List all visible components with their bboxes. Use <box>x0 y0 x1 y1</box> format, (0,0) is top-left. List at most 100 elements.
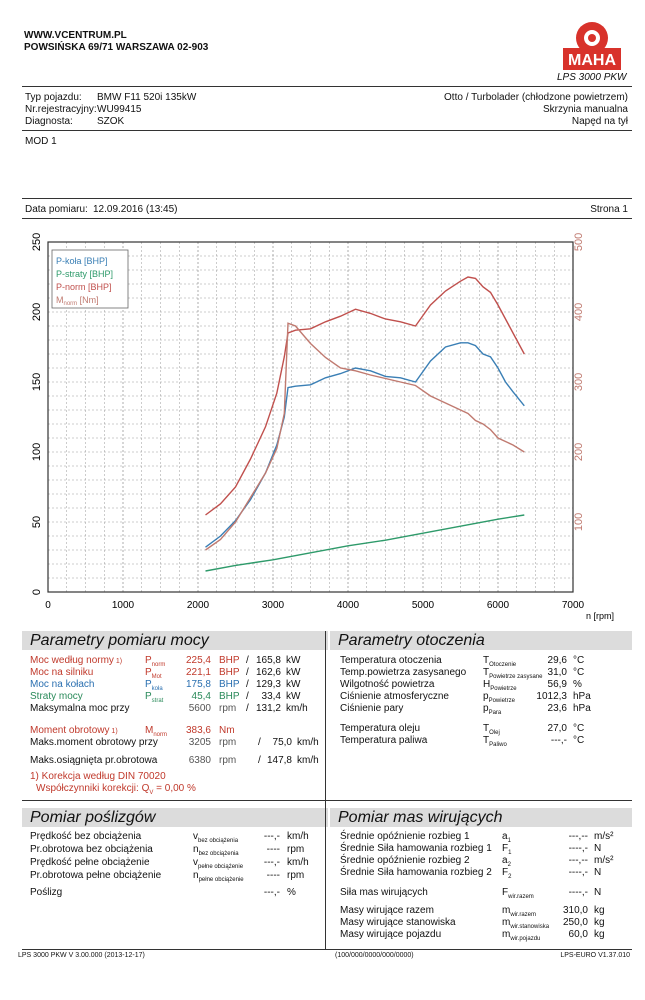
footer-left: LPS 3000 PKW V 3.00.000 (2013-12-17) <box>18 952 145 959</box>
symbol: Pkoła <box>145 679 163 692</box>
y-right-tick-label: 500 <box>573 233 585 251</box>
env-value: 29,6 <box>547 655 567 666</box>
env-unit: °C <box>573 735 585 746</box>
env-label: Wilgotność powietrza <box>340 679 435 690</box>
chart-ticks: 0 1000 2000 3000 4000 5000 6000 7000 0 50 100 150 20… <box>31 233 585 611</box>
symbol: a1 <box>502 831 511 844</box>
symbol: npełne obciążenie <box>193 870 244 883</box>
env-unit: °C <box>573 723 585 734</box>
env-value: 1012,3 <box>536 691 567 702</box>
mass-unit: N <box>594 843 602 854</box>
x-tick-label: 1000 <box>112 600 135 611</box>
slip-unit: km/h <box>287 857 309 868</box>
mass-value: 310,0 <box>562 905 588 916</box>
vehicle-type-value: BMW F11 520i 135kW <box>97 92 197 103</box>
footer-center: (100/000/0000/000/0000) <box>335 952 414 959</box>
dyno-model: LPS 3000 PKW <box>557 72 627 83</box>
param-value: 175,8 <box>185 679 211 690</box>
legend-m-norm: Mnorm [Nm] <box>56 295 99 307</box>
mass-value: 250,0 <box>562 917 588 928</box>
dyno-chart: 0 1000 2000 3000 4000 5000 6000 7000 0 50 100 150 20… <box>31 233 614 621</box>
x-tick-label: 0 <box>45 600 51 611</box>
x-tick-label: 5000 <box>412 600 435 611</box>
param-unit: Nm <box>219 725 235 736</box>
param-value: 225,4 <box>185 655 211 666</box>
param-value: 221,1 <box>185 667 211 678</box>
slip-value: ---,- <box>263 887 280 898</box>
symbol: PMot <box>145 667 162 680</box>
param-sep: / <box>246 691 249 702</box>
param-value: 3205 <box>188 737 211 748</box>
mass-label: Średnie opóźnienie rozbieg 1 <box>340 831 470 842</box>
param-value2: 75,0 <box>272 737 292 748</box>
symbol: mwir.pojazdu <box>502 929 541 942</box>
param-label: Moc na silniku <box>30 667 94 678</box>
correction-factor: Współczynniki korekcji: QV = 0,00 % <box>36 783 196 796</box>
y-left-tick-label: 0 <box>31 589 43 595</box>
vehicle-type-label: Typ pojazdu: <box>25 92 82 103</box>
param-unit: BHP <box>219 655 240 666</box>
legend-p-kola: P-koła [BHP] <box>56 256 108 266</box>
param-unit: BHP <box>219 679 240 690</box>
symbol: Fwir.razem <box>502 887 534 900</box>
symbol: TOtoczenie <box>483 655 517 668</box>
y-left-tick-label: 100 <box>31 443 43 461</box>
param-value: 6380 <box>188 755 211 766</box>
env-unit: hPa <box>573 703 591 714</box>
symbol: Pnorm <box>145 655 166 668</box>
slip-unit: rpm <box>287 870 305 881</box>
slip-value: ---- <box>266 844 280 855</box>
mass-label: Masy wirujące razem <box>340 905 434 916</box>
vehicle-reg-value: WU99415 <box>97 104 142 115</box>
y-left-tick-label: 200 <box>31 303 43 321</box>
mass-label: Masy wirujące stanowiska <box>340 917 456 928</box>
series-line-p-koła <box>205 342 525 548</box>
mass-section-title: Pomiar mas wirujących <box>330 808 632 827</box>
series-line-m <box>205 322 525 551</box>
symbol: pPara <box>483 703 502 716</box>
mass-label: Średnie Siła hamowania rozbieg 2 <box>340 867 492 878</box>
env-unit: hPa <box>573 691 591 702</box>
param-value2: 165,8 <box>255 655 281 666</box>
y-right-tick-label: 400 <box>573 303 585 321</box>
x-tick-label: 6000 <box>487 600 510 611</box>
param-unit2: kW <box>286 679 301 690</box>
symbol: TPaliwo <box>483 735 507 748</box>
param-label: Maks.moment obrotowy przy <box>30 737 158 748</box>
slip-label: Poślizg <box>30 887 63 898</box>
mass-unit: m/s² <box>594 831 614 842</box>
env-value: 31,0 <box>547 667 567 678</box>
site-address: POWSIŃSKA 69/71 WARSZAWA 02-903 <box>24 42 209 53</box>
env-label: Ciśnienie atmosferyczne <box>340 691 449 702</box>
y-right-tick-label: 300 <box>573 373 585 391</box>
env-value: 27,0 <box>547 723 567 734</box>
param-unit2: kW <box>286 691 301 702</box>
slip-label: Pr.obrotowa bez obciążenia <box>30 844 153 855</box>
legend-p-straty: P-straty [BHP] <box>56 269 113 279</box>
symbol: F1 <box>502 843 512 856</box>
param-sep: / <box>246 679 249 690</box>
slip-value: ---,- <box>263 831 280 842</box>
env-value: ---,- <box>550 735 567 746</box>
param-sep: / <box>246 667 249 678</box>
param-unit: rpm <box>219 755 237 766</box>
mass-value: 60,0 <box>568 929 588 940</box>
param-value: 5600 <box>188 703 211 714</box>
mass-unit: m/s² <box>594 855 614 866</box>
vehicle-diag-value: SZOK <box>97 116 125 127</box>
slip-section-title: Pomiar poślizgów <box>22 808 328 827</box>
param-label: Straty mocy <box>30 691 83 702</box>
symbol: a2 <box>502 855 511 868</box>
slip-label: Prędkość pełne obciążenie <box>30 857 150 868</box>
param-unit2: km/h <box>297 755 319 766</box>
series-line-p-norm <box>205 276 525 516</box>
param-value2: 131,2 <box>255 703 281 714</box>
symbol: HPowietrze <box>483 679 517 692</box>
mass-label: Średnie Siła hamowania rozbieg 1 <box>340 843 492 854</box>
symbol: vpełne obciążenie <box>193 857 244 870</box>
mod-label: MOD 1 <box>25 136 57 147</box>
legend-p-norm: P-norm [BHP] <box>56 282 112 292</box>
slip-value: ---,- <box>263 857 280 868</box>
date-label: Data pomiaru: <box>25 204 88 215</box>
param-value2: 162,6 <box>255 667 281 678</box>
